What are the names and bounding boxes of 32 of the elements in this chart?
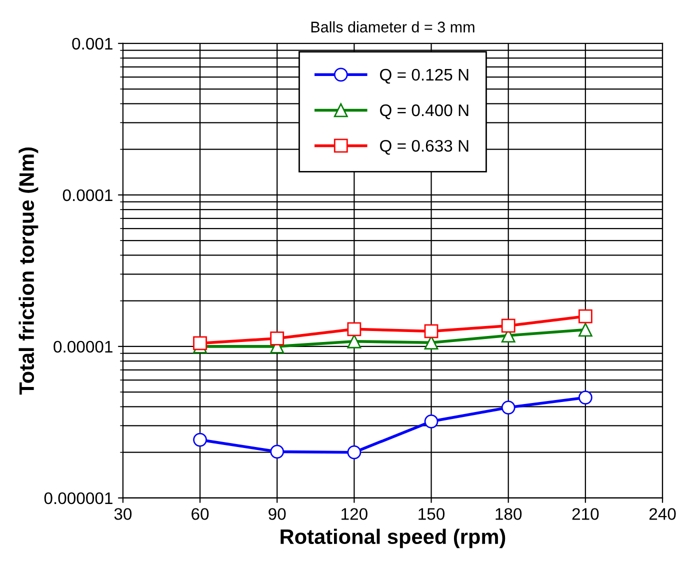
legend-label: Q = 0.400 N: [380, 104, 468, 120]
point: [501, 400, 516, 414]
x-tick-label: 90: [268, 508, 286, 520]
x-axis-title: Rotational speed (rpm): [280, 528, 506, 548]
x-tick-label: 240: [649, 508, 676, 520]
x-tick-label: 30: [114, 508, 132, 520]
point: [501, 318, 516, 333]
point: [578, 322, 592, 337]
point: [347, 445, 362, 460]
chart-title: Balls diameter d = 3 mm: [311, 21, 474, 32]
y-tick-label: 0.000001: [44, 492, 112, 504]
point: [347, 322, 362, 336]
point: [193, 336, 207, 350]
point: [193, 432, 207, 447]
x-tick-label: 120: [342, 508, 368, 520]
legend-label: Q = 0.633 N: [380, 140, 468, 155]
x-tick-label: 210: [572, 508, 599, 520]
y-tick-label: 0.001: [72, 38, 112, 50]
point: [347, 334, 362, 348]
point: [270, 444, 284, 459]
point: [424, 414, 438, 428]
y-axis-title: Total friction torque (Nm): [18, 147, 38, 395]
point: [578, 390, 592, 404]
y-tick-label: 0.0001: [62, 189, 112, 202]
legend-label: Q = 0.125 N: [380, 68, 468, 84]
point: [270, 331, 284, 346]
y-tick-label: 0.00001: [54, 340, 112, 353]
point: [424, 324, 438, 338]
x-tick-label: 180: [496, 508, 522, 520]
x-tick-label: 150: [418, 508, 445, 520]
point: [578, 309, 592, 324]
x-tick-label: 60: [192, 508, 209, 520]
